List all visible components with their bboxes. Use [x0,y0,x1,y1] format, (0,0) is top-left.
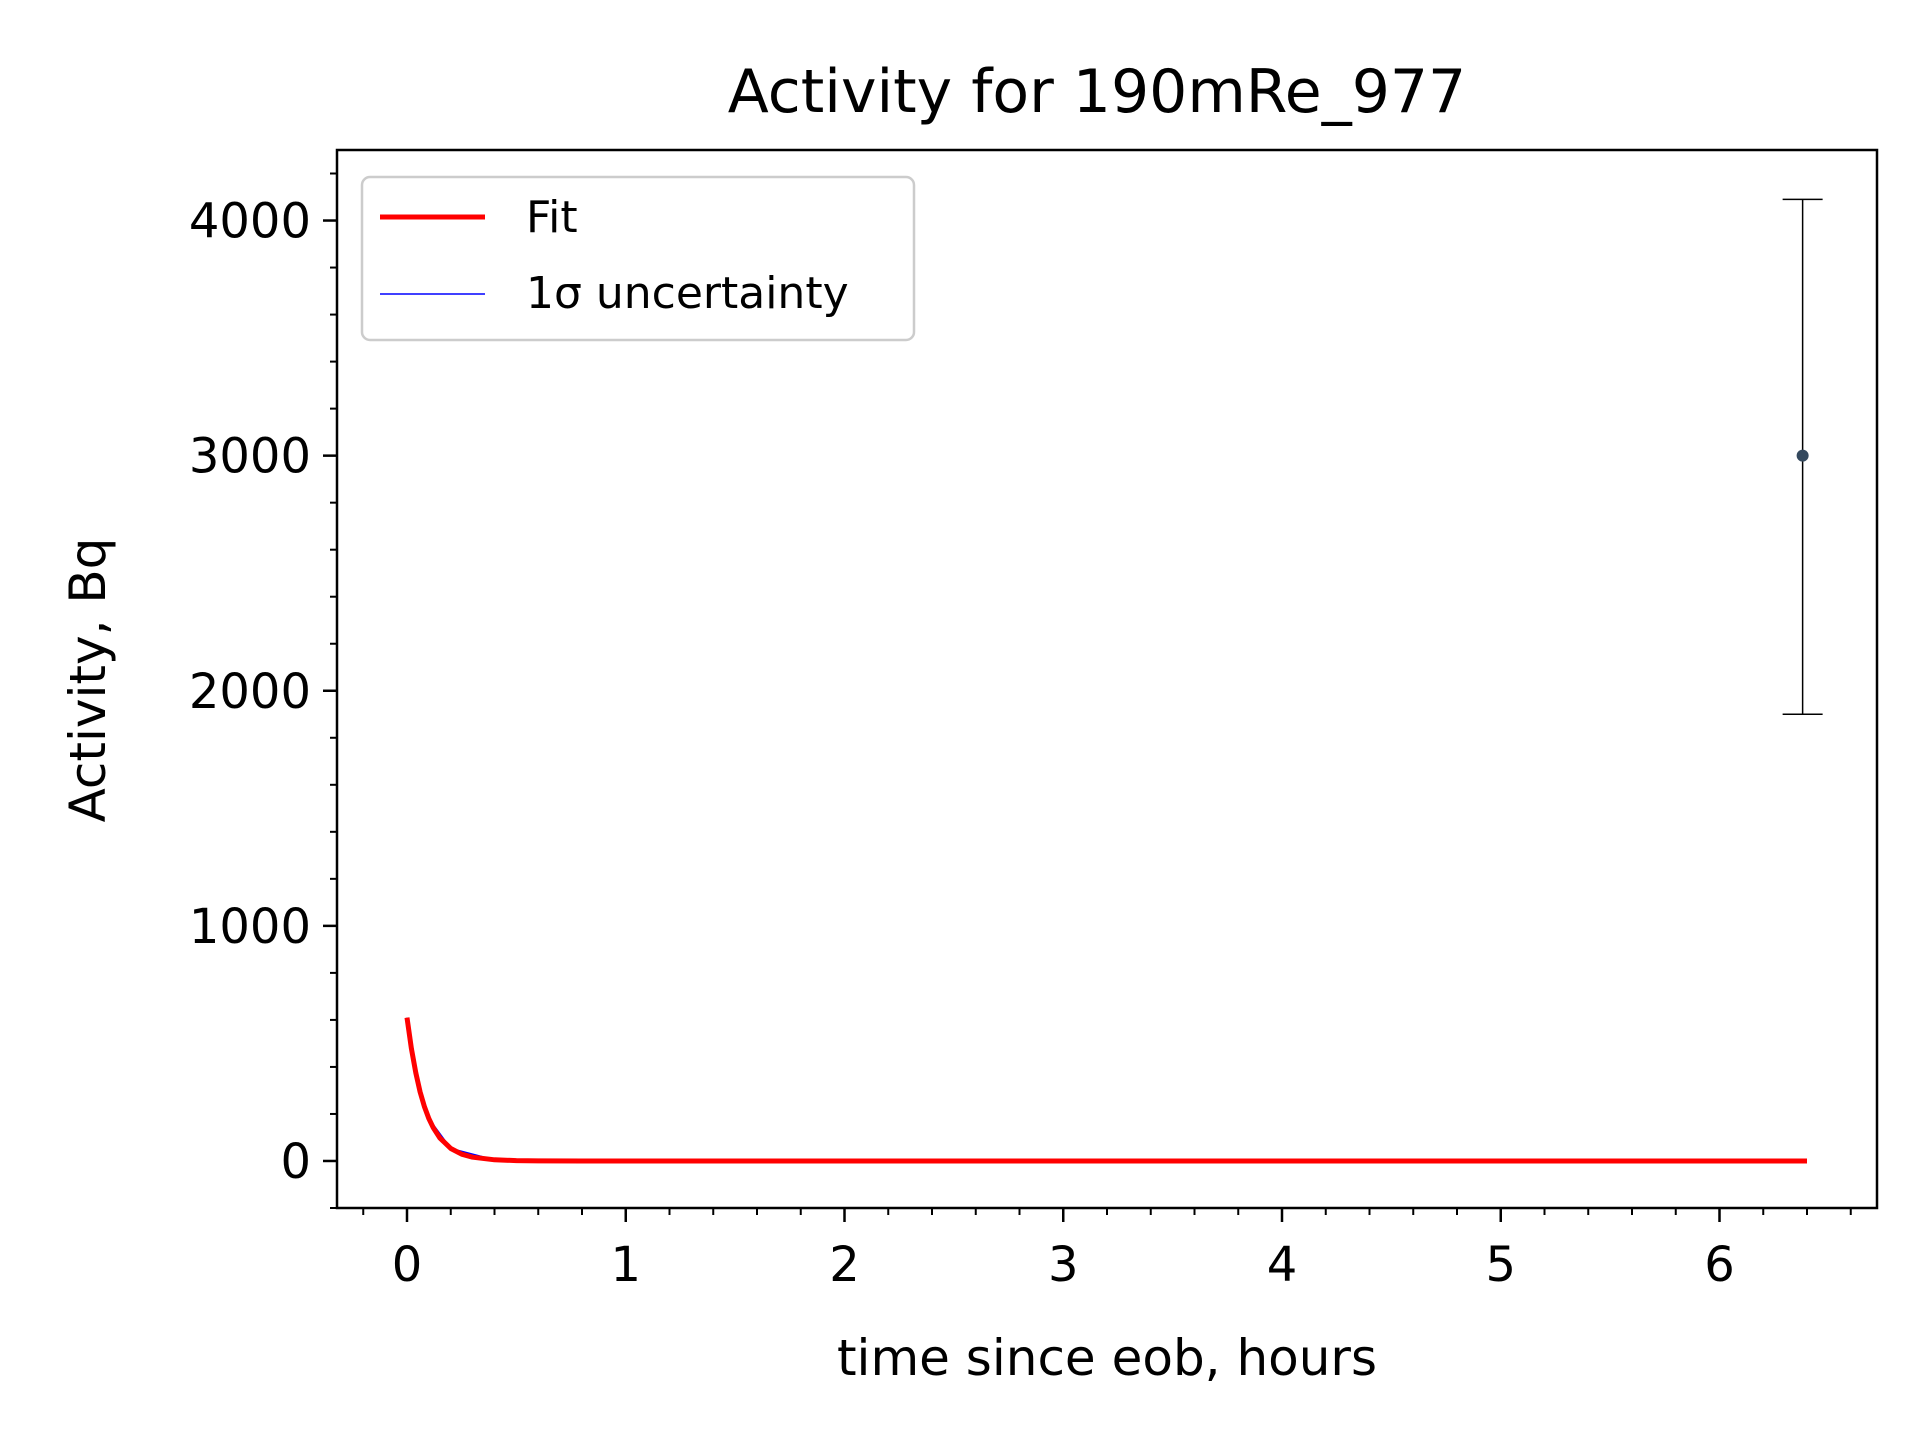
y-tick-label: 0 [280,1134,311,1190]
x-tick-label: 1 [610,1237,641,1293]
chart-title: Activity for 190mRe_977 [728,57,1466,127]
legend-box [360,175,916,342]
points-layer [1782,198,1823,716]
y-axis: 0 1000 2000 3000 4000 [189,172,337,1209]
y-tick-label: 3000 [189,429,311,485]
x-tick-label: 4 [1267,1237,1298,1293]
x-axis-label: time since eob, hours [837,1329,1377,1387]
fit-line [404,1017,1807,1164]
y-tick-label: 2000 [189,664,311,720]
y-tick-label: 4000 [189,194,311,250]
x-tick-label: 0 [392,1237,423,1293]
y-tick-label: 1000 [189,899,311,955]
legend: Fit 1σ uncertainty [360,175,916,342]
x-tick-label: 5 [1485,1237,1516,1293]
y-axis-label: Activity, Bq [59,538,117,823]
x-tick-label: 6 [1704,1237,1735,1293]
legend-fit-label: Fit [526,192,578,243]
series-layer [404,1017,1807,1164]
data-point [1796,449,1809,462]
x-tick-label: 3 [1048,1237,1079,1293]
x-tick-label: 2 [829,1237,860,1293]
x-axis: 0 1 2 3 4 5 6 [362,1208,1852,1293]
legend-uncertainty-label: 1σ uncertainty [526,268,849,319]
